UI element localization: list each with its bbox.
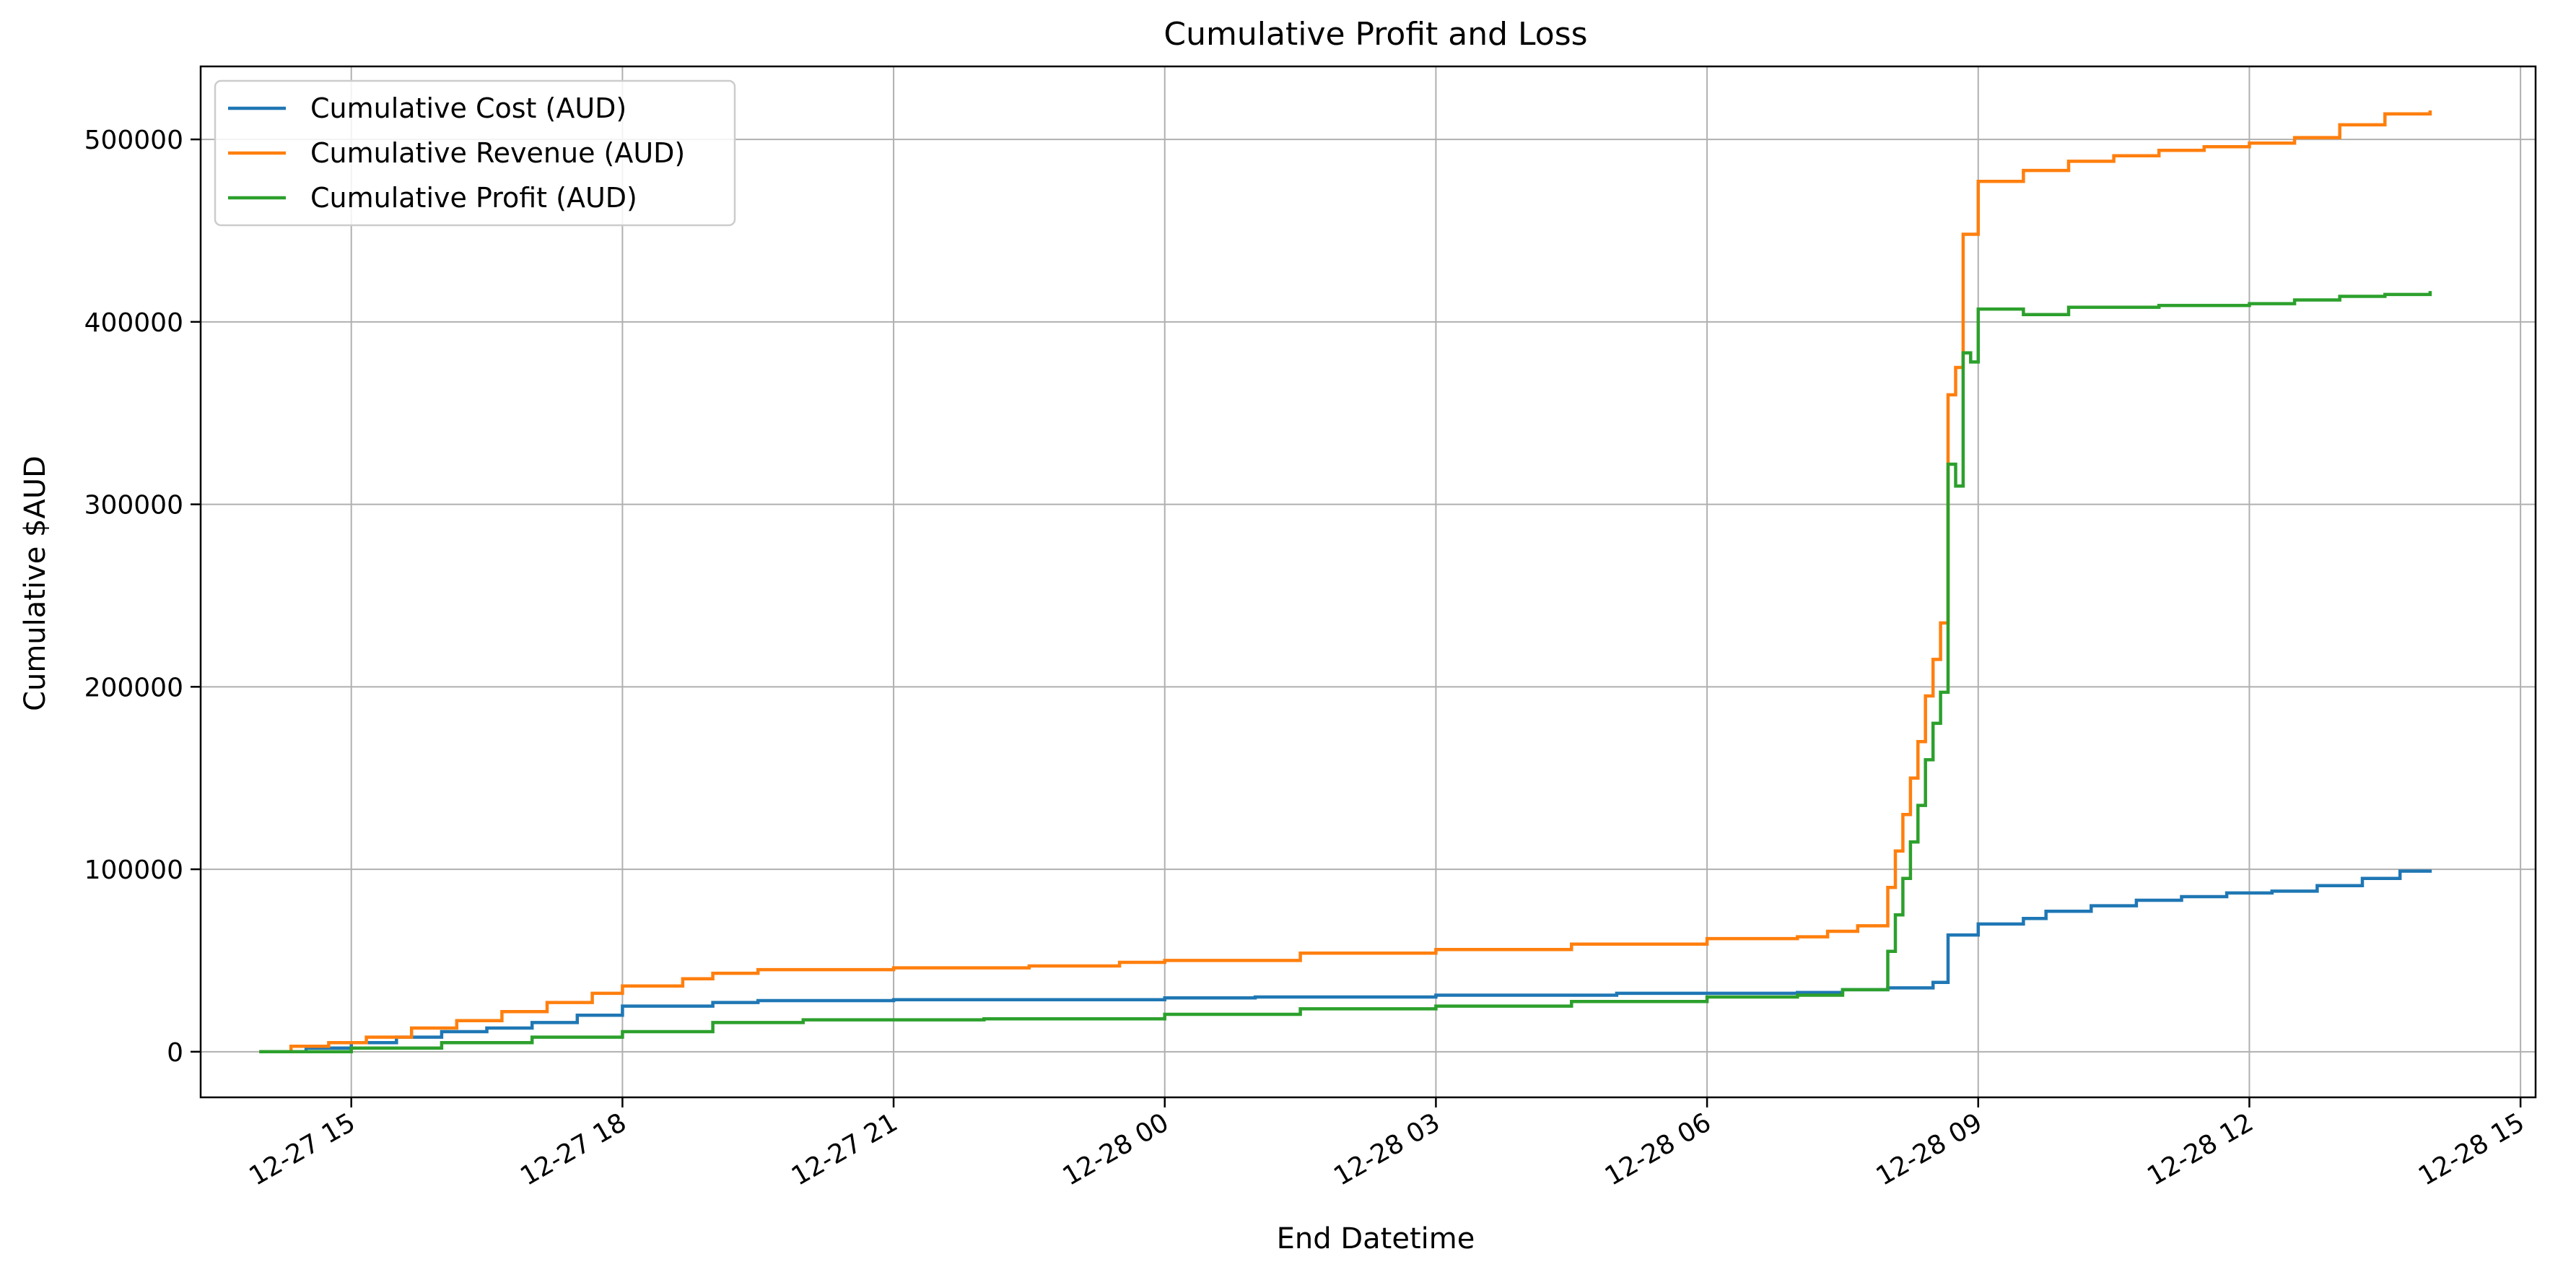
y-tick-label: 200000 — [84, 673, 183, 702]
legend: Cumulative Cost (AUD) Cumulative Revenue … — [214, 79, 736, 227]
y-tick-label: 0 — [167, 1038, 183, 1068]
legend-label: Cumulative Profit (AUD) — [310, 182, 637, 214]
series-line-0 — [259, 869, 2432, 1054]
chart-title: Cumulative Profit and Loss — [1163, 16, 1587, 53]
legend-label: Cumulative Revenue (AUD) — [310, 137, 685, 169]
grid-lines — [201, 66, 2536, 1097]
series-line-2 — [259, 291, 2432, 1054]
series-lines — [259, 110, 2432, 1054]
y-tick-label: 400000 — [84, 308, 183, 338]
y-tick-label: 100000 — [84, 855, 183, 885]
y-tick-label: 500000 — [84, 126, 183, 155]
y-axis-label: Cumulative $AUD — [19, 456, 52, 711]
plot-frame — [199, 65, 2537, 1099]
y-tick-label: 300000 — [84, 491, 183, 521]
legend-box — [214, 79, 736, 227]
x-axis-label: End Datetime — [1277, 1222, 1475, 1255]
legend-label: Cumulative Cost (AUD) — [310, 92, 626, 124]
series-line-1 — [259, 110, 2432, 1054]
